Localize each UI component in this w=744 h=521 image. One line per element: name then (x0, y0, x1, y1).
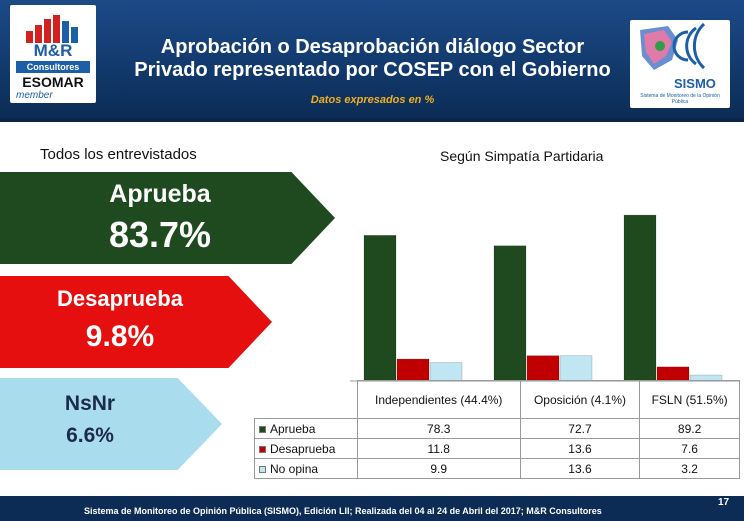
logo-sismo: SISMO (674, 76, 716, 91)
logo-consultores: Consultores (16, 61, 90, 73)
row-label-no-opina: No opina (254, 458, 358, 479)
table-header-cell: Independientes (44.4%) (356, 380, 521, 419)
nsnr-label: NsNr (64, 392, 116, 415)
table-cell: 72.7 (519, 418, 641, 439)
table-cell: 78.3 (356, 418, 521, 439)
bar-desaprueba-oposici-n-4-1 (526, 355, 560, 382)
bar-no-opina-oposici-n-4-1 (559, 355, 593, 382)
bars-icon (26, 15, 78, 43)
logo-member: member (16, 90, 53, 101)
sismo-logo: SISMO Sistema de Monitoreo de la Opinión… (630, 20, 730, 108)
disapprove-value: 9.8% (85, 320, 155, 353)
table-corner (254, 380, 358, 419)
footer-source: Sistema de Monitoreo de Opinión Pública … (84, 506, 602, 516)
approve-label: Aprueba (109, 180, 211, 208)
data-table: Independientes (44.4%) Oposición (4.1%) … (254, 380, 740, 479)
table-cell: 7.6 (639, 438, 740, 459)
header-divider (0, 118, 744, 122)
footer-bar (0, 496, 744, 521)
row-label-aprueba: Aprueba (254, 418, 358, 439)
table-cell: 13.6 (519, 458, 641, 479)
mr-consultores-logo: M&R Consultores ESOMAR member (10, 5, 96, 103)
bar-chart (350, 214, 740, 382)
header-banner (0, 0, 744, 118)
legend-swatch-no-opina (259, 465, 266, 473)
approve-value: 83.7% (108, 214, 212, 255)
bar-aprueba-independientes-44-4 (363, 235, 397, 382)
table-header-cell: FSLN (51.5%) (639, 380, 740, 419)
page-subtitle: Datos expresados en % (310, 94, 435, 106)
title-line-2: Privado representado por COSEP con el Go… (134, 59, 611, 81)
nsnr-value: 6.6% (66, 424, 114, 447)
disapprove-arrow: Desaprueba 9.8% (0, 276, 272, 368)
logo-brand: M&R (33, 41, 73, 60)
table-cell: 13.6 (519, 438, 641, 459)
logo-sismo-tagline: Sistema de Monitoreo de la Opinión Públi… (640, 93, 720, 105)
map-signal-icon (640, 22, 706, 70)
bar-desaprueba-fsln-51-5 (656, 366, 690, 382)
legend-swatch-aprueba (259, 425, 266, 433)
chart-heading: Según Simpatía Partidaria (440, 148, 604, 164)
logo-esomar: ESOMAR (22, 74, 84, 90)
row-label-text: Desaprueba (270, 441, 336, 456)
left-panel-heading: Todos los entrevistados (40, 146, 197, 163)
title-line-1: Aprobación o Desaprobación diálogo Secto… (160, 36, 585, 58)
table-header-cell: Oposición (4.1%) (519, 380, 641, 419)
disapprove-label: Desaprueba (57, 286, 183, 311)
bar-no-opina-independientes-44-4 (429, 362, 463, 382)
row-label-text: Aprueba (270, 421, 316, 436)
bar-desaprueba-independientes-44-4 (396, 358, 430, 382)
table-cell: 11.8 (356, 438, 521, 459)
legend-swatch-desaprueba (259, 445, 266, 453)
table-row: No opina 9.9 13.6 3.2 (254, 458, 740, 479)
bar-aprueba-oposici-n-4-1 (493, 245, 527, 382)
row-label-desaprueba: Desaprueba (254, 438, 358, 459)
approve-arrow: Aprueba 83.7% (0, 172, 335, 264)
page-number: 17 (718, 497, 730, 508)
row-label-text: No opina (270, 461, 319, 476)
table-cell: 3.2 (639, 458, 740, 479)
table-row: Desaprueba 11.8 13.6 7.6 (254, 438, 740, 459)
nsnr-arrow: NsNr 6.6% (0, 378, 222, 470)
table-cell: 89.2 (639, 418, 740, 439)
page-title: Aprobación o Desaprobación diálogo Secto… (100, 36, 645, 82)
bar-aprueba-fsln-51-5 (623, 214, 657, 382)
table-header-row: Independientes (44.4%) Oposición (4.1%) … (254, 380, 740, 419)
table-cell: 9.9 (356, 458, 521, 479)
table-row: Aprueba 78.3 72.7 89.2 (254, 418, 740, 439)
